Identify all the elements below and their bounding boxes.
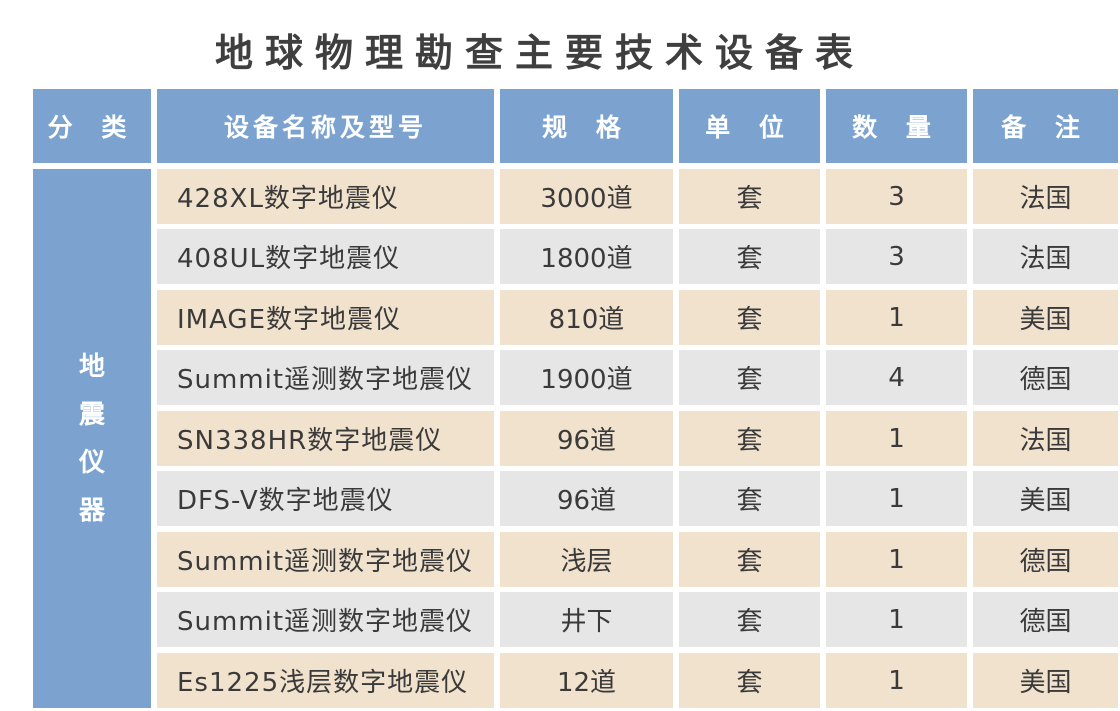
header-unit: 单 位: [679, 89, 820, 163]
note-cell: 德国: [973, 350, 1118, 405]
quantity-cell: 1: [826, 411, 967, 466]
quantity-cell: 3: [826, 169, 967, 224]
spec-cell: 1900道: [500, 350, 673, 405]
note-cell: 法国: [973, 411, 1118, 466]
unit-cell: 套: [679, 411, 820, 466]
header-equipment-name: 设备名称及型号: [157, 89, 494, 163]
spec-cell: 810道: [500, 290, 673, 345]
category-char: 器: [78, 495, 105, 526]
quantity-cell: 1: [826, 653, 967, 708]
spec-cell: 12道: [500, 653, 673, 708]
spec-cell: 浅层: [500, 532, 673, 587]
equipment-table: 分 类设备名称及型号规 格单 位数 量备 注地震仪器 428XL数字地震仪 3000…: [33, 89, 1118, 708]
unit-cell: 套: [679, 532, 820, 587]
equipment-name-cell: 408UL数字地震仪: [157, 229, 494, 284]
equipment-name-cell: Summit遥测数字地震仪: [157, 592, 494, 647]
header-note: 备 注: [973, 89, 1118, 163]
spec-cell: 井下: [500, 592, 673, 647]
category-char: 仪: [78, 447, 105, 478]
header-spec: 规 格: [500, 89, 673, 163]
category-cell: 地震仪器: [33, 169, 151, 708]
note-cell: 美国: [973, 471, 1118, 526]
note-cell: 法国: [973, 169, 1118, 224]
equipment-name-cell: Summit遥测数字地震仪: [157, 532, 494, 587]
unit-cell: 套: [679, 653, 820, 708]
spec-cell: 3000道: [500, 169, 673, 224]
unit-cell: 套: [679, 592, 820, 647]
quantity-cell: 1: [826, 592, 967, 647]
equipment-name-cell: Summit遥测数字地震仪: [157, 350, 494, 405]
note-cell: 德国: [973, 592, 1118, 647]
quantity-cell: 1: [826, 290, 967, 345]
note-cell: 德国: [973, 532, 1118, 587]
category-char: 地: [78, 351, 105, 382]
quantity-cell: 1: [826, 532, 967, 587]
page-title: 地球物理勘查主要技术设备表: [214, 31, 865, 75]
equipment-name-cell: DFS-V数字地震仪: [157, 471, 494, 526]
equipment-name-cell: 428XL数字地震仪: [157, 169, 494, 224]
unit-cell: 套: [679, 229, 820, 284]
equipment-name-cell: IMAGE数字地震仪: [157, 290, 494, 345]
note-cell: 美国: [973, 653, 1118, 708]
equipment-name-cell: Es1225浅层数字地震仪: [157, 653, 494, 708]
header-category: 分 类: [33, 89, 151, 163]
unit-cell: 套: [679, 169, 820, 224]
spec-cell: 96道: [500, 471, 673, 526]
spec-cell: 1800道: [500, 229, 673, 284]
equipment-name-cell: SN338HR数字地震仪: [157, 411, 494, 466]
spec-cell: 96道: [500, 411, 673, 466]
quantity-cell: 1: [826, 471, 967, 526]
unit-cell: 套: [679, 471, 820, 526]
note-cell: 美国: [973, 290, 1118, 345]
header-quantity: 数 量: [826, 89, 967, 163]
unit-cell: 套: [679, 350, 820, 405]
unit-cell: 套: [679, 290, 820, 345]
category-char: 震: [78, 399, 105, 430]
quantity-cell: 4: [826, 350, 967, 405]
note-cell: 法国: [973, 229, 1118, 284]
quantity-cell: 3: [826, 229, 967, 284]
